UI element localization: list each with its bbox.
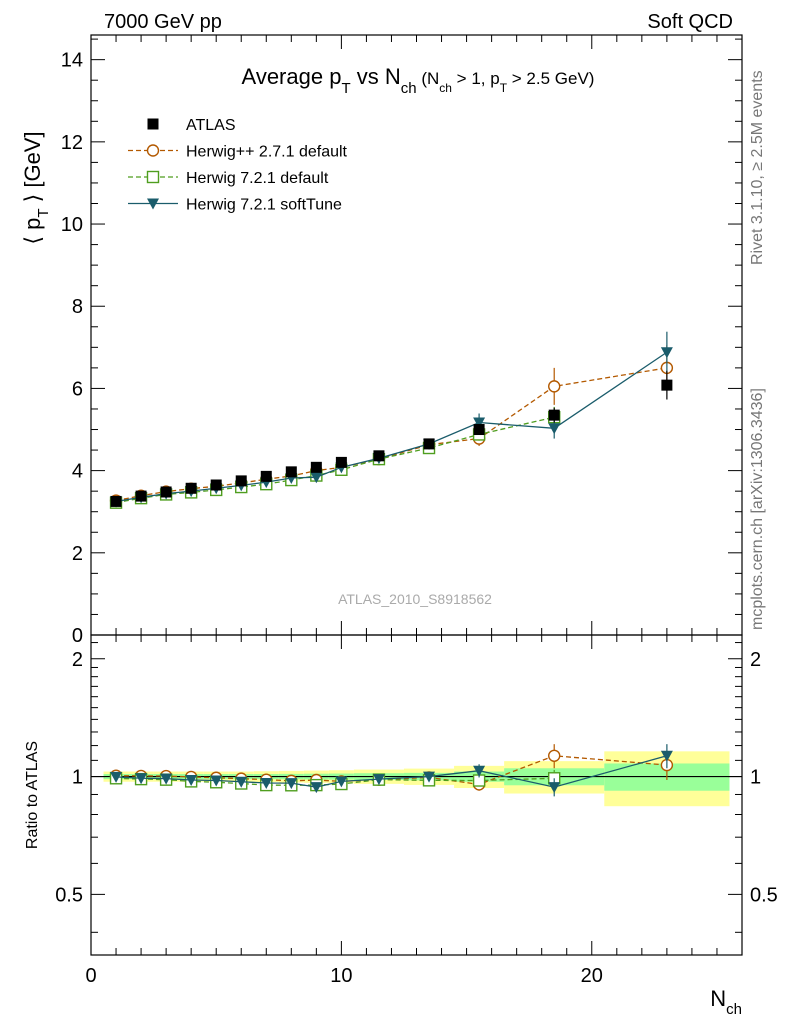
main-atlas-point: [185, 482, 197, 494]
xlabel-sub: ch: [726, 1001, 742, 1018]
main-atlas-point: [160, 486, 172, 498]
main-y-tick-label: 14: [61, 50, 83, 72]
ratio-herwig-7-2-1-softtune-point: [110, 771, 123, 783]
ratio-herwig-7-2-1-softtune-point: [185, 774, 198, 786]
main-atlas-point: [423, 438, 435, 450]
ratio-y-tick-label-left: 1: [72, 767, 83, 789]
main-y-tick-label: 4: [72, 461, 83, 483]
ylabel-open: ⟨ p: [20, 218, 45, 245]
ratio-herwig-7-2-1-softtune-point: [285, 778, 298, 790]
main-atlas-point: [135, 490, 147, 502]
main-ylabel: ⟨ pT ⟩ [GeV]: [20, 131, 52, 244]
title-vs-sub: ch: [401, 80, 417, 97]
ratio-herwig-7-2-1-softtune-point: [335, 776, 348, 788]
ratio-herwig-7-2-1-softtune-point: [260, 777, 273, 789]
ratio-herwig-7-2-1-softtune-point: [423, 771, 436, 783]
main-herwig-2-7-1-default-point: [548, 380, 561, 393]
main-y-tick-label: 12: [61, 132, 83, 154]
ratio-y-tick-label-left: 0.5: [55, 884, 83, 906]
main-herwig-7-2-1-softtune-point: [473, 417, 486, 429]
ratio-herwig-7-2-1-softtune-point: [160, 773, 173, 785]
main-title: Average pT vs Nch (Nch > 1, pT > 2.5 GeV…: [242, 64, 595, 97]
ratio-xlabel: Nch: [710, 986, 742, 1018]
ylabel-sub: T: [35, 208, 52, 217]
watermark: ATLAS_2010_S8918562: [338, 591, 492, 607]
ratio-herwig-7-2-1-softtune-point: [548, 782, 561, 794]
legend: ATLAS Herwig++ 2.7.1 default Herwig 7.2.1 …: [128, 117, 348, 214]
ratio-herwig-7-2-1-softtune-point: [372, 774, 385, 786]
main-y-tick-label: 0: [72, 625, 83, 647]
title-vs: vs N: [351, 64, 401, 89]
main-atlas-point: [473, 424, 485, 436]
legend-herwig-2-7-1-default-marker: [146, 144, 160, 157]
main-y-tick-label: 2: [72, 543, 83, 565]
main-y-tick-label: 6: [72, 378, 83, 400]
ratio-x-tick-label: 10: [330, 965, 352, 987]
legend-herwig-7-2-1-softtune-label: Herwig 7.2.1 softTune: [186, 197, 342, 214]
legend-atlas-marker: [147, 118, 159, 130]
ratio-x-tick-label: 0: [85, 965, 96, 987]
ratio-y-tick-label-right: 0.5: [750, 884, 778, 906]
main-y-tick-label: 8: [72, 296, 83, 318]
main-y-tick-label: 10: [61, 214, 83, 236]
main-herwig-7-2-1-softtune-line: [115, 351, 668, 503]
ratio-herwig-7-2-1-softtune-point: [135, 773, 148, 785]
ratio-herwig-7-2-1-softtune-point: [660, 750, 673, 762]
ratio-herwig-2-7-1-default-point: [548, 749, 561, 762]
title-main: Average p: [242, 64, 342, 89]
main-herwig-7-2-1-softtune-point: [310, 472, 323, 484]
ratio-herwig-7-2-1-softtune-point: [210, 775, 223, 787]
mcplots-credit-text: mcplots.cern.ch [arXiv:1306.3436]: [749, 388, 766, 630]
ratio-herwig-7-2-1-softtune-point: [473, 765, 486, 777]
ratio-y-tick-label-right: 2: [750, 649, 761, 671]
header-right: Soft QCD: [647, 11, 733, 33]
main-herwig-7-2-1-softtune-point: [548, 423, 561, 435]
ratio-panel: 0.5 0.51 12 20 10 20 Ratio to ATLAS Nch: [24, 634, 778, 1018]
ratio-herwig-2-7-1-default-line: [116, 755, 667, 786]
legend-herwig-7-2-1-default-label: Herwig 7.2.1 default: [186, 170, 329, 187]
header-left: 7000 GeV pp: [104, 11, 222, 33]
main-atlas-point: [310, 461, 322, 473]
main-atlas-point: [661, 379, 673, 391]
title-main-sub: T: [341, 80, 350, 97]
ratio-y-tick-label-left: 2: [72, 649, 83, 671]
main-atlas-point: [260, 470, 272, 482]
title-cut1-sub: ch: [439, 81, 452, 95]
ratio-data-layer: [91, 744, 742, 807]
ylabel-close: ⟩ [GeV]: [20, 131, 45, 208]
ratio-herwig-7-2-1-softtune-point: [310, 782, 323, 794]
xlabel-main: N: [710, 986, 726, 1011]
main-atlas-point: [110, 495, 122, 507]
title-cut2-sub: T: [500, 81, 508, 95]
main-atlas-point: [548, 409, 560, 421]
main-data-layer: [109, 331, 674, 509]
ratio-ylabel: Ratio to ATLAS: [24, 741, 41, 849]
legend-herwig-7-2-1-softtune-marker: [147, 198, 159, 210]
legend-herwig-7-2-1-default-marker: [146, 170, 160, 184]
ratio-herwig-7-2-1-default-line: [116, 777, 555, 786]
main-atlas-point: [210, 479, 222, 491]
ratio-herwig-7-2-1-softtune-point: [235, 776, 248, 788]
main-herwig-7-2-1-default-line: [115, 416, 555, 504]
rivet-version-text: Rivet 3.1.10, ≥ 2.5M events: [749, 70, 766, 265]
ratio-y-tick-label-right: 1: [750, 767, 761, 789]
title-cut2: > 1, p: [452, 69, 500, 88]
main-atlas-point: [235, 475, 247, 487]
main-atlas-point: [285, 466, 297, 478]
ratio-x-tick-label: 20: [581, 965, 603, 987]
main-atlas-point: [335, 456, 347, 468]
main-herwig-7-2-1-softtune-point: [660, 347, 673, 359]
main-atlas-point: [373, 450, 385, 462]
main-ticks: 0 2 4 6 8 10 12 14: [61, 35, 743, 647]
title-cut3: > 2.5 GeV): [507, 69, 594, 88]
title-cut1: (N: [417, 69, 440, 88]
main-herwig-2-7-1-default-line: [115, 367, 667, 502]
legend-herwig-2-7-1-default-label: Herwig++ 2.7.1 default: [186, 144, 348, 161]
ratio-ticks: 0.5 0.51 12 20 10 20: [55, 635, 778, 987]
legend-atlas-label: ATLAS: [186, 117, 236, 134]
